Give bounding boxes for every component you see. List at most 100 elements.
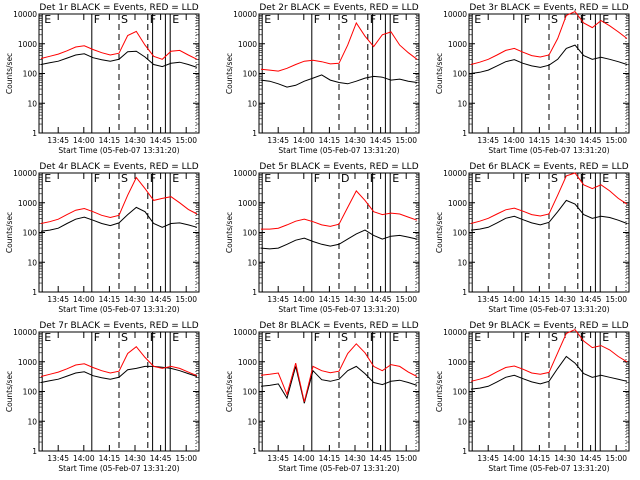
y-tick-label: 10000 [233,169,257,178]
x-tick-label: 14:15 [99,295,121,304]
y-tick-label: 10 [27,417,37,426]
marker-label: S [121,331,128,344]
x-tick-label: 14:30 [124,295,146,304]
y-tick-label: 1000 [18,40,37,49]
x-tick-label: 15:00 [605,454,627,463]
x-tick-label: 13:45 [267,295,289,304]
x-tick-label: 14:15 [529,295,551,304]
marker-label: S [551,13,558,26]
marker-label: E [392,13,399,26]
chart-panel-1: Det 1r BLACK = Events, RED = LLD 1 10 100 10… [5,3,200,155]
y-tick-label: 10 [247,258,257,267]
chart-panel-8: Det 8r BLACK = Events, RED = LLD 1 10 100 10… [225,321,420,473]
x-axis-label: Start Time (05-Feb-07 13:31:20) [488,464,609,473]
y-tick-label: 10000 [13,10,37,19]
x-tick-label: 14:30 [554,454,576,463]
y-tick-label: 100 [243,70,258,79]
chart-panel-7: Det 7r BLACK = Events, RED = LLD 1 10 100 10… [5,321,200,473]
marker-label: S [121,13,128,26]
series-line-lld [40,176,198,224]
series-line-events [260,365,418,404]
x-tick-label: 14:45 [370,454,392,463]
marker-label: S [551,331,558,344]
x-axis-label: Start Time (05-Feb-07 13:31:20) [488,305,609,314]
x-tick-label: 14:00 [293,454,315,463]
chart-title: Det 6r BLACK = Events, RED = LLD [469,162,628,172]
x-tick-label: 15:00 [605,136,627,145]
x-tick-label: 15:00 [175,295,197,304]
x-tick-label: 14:45 [150,295,172,304]
marker-label: E [392,331,399,344]
x-tick-label: 13:45 [477,454,499,463]
x-tick-label: 14:15 [319,136,341,145]
x-tick-label: 14:30 [124,454,146,463]
y-tick-label: 1000 [448,199,467,208]
x-axis-label: Start Time (05-Feb-07 13:31:20) [488,146,609,155]
marker-label: E [474,13,481,26]
marker-label: F [94,331,100,344]
marker-label: E [602,172,609,185]
y-axis-label: Counts/sec [5,371,14,412]
y-axis-label: Counts/sec [5,212,14,253]
y-axis-label: Counts/sec [5,53,14,94]
y-tick-label: 10000 [443,328,467,337]
y-tick-label: 1000 [238,358,257,367]
x-tick-label: 14:00 [293,136,315,145]
x-tick-label: 14:45 [580,454,602,463]
y-tick-label: 10000 [443,169,467,178]
y-tick-label: 100 [453,70,468,79]
y-tick-label: 1000 [448,358,467,367]
x-tick-label: 14:30 [344,136,366,145]
chart-title: Det 5r BLACK = Events, RED = LLD [259,162,418,172]
marker-label: E [264,331,271,344]
x-tick-label: 15:00 [395,136,417,145]
marker-label: F [314,172,320,185]
y-tick-label: 100 [453,388,468,397]
x-tick-label: 14:00 [73,295,95,304]
y-tick-label: 10000 [233,10,257,19]
x-tick-label: 15:00 [175,136,197,145]
marker-label: E [44,331,51,344]
y-tick-label: 10 [27,99,37,108]
marker-label: E [474,172,481,185]
x-tick-label: 14:00 [503,295,525,304]
y-axis-label: Counts/sec [435,371,444,412]
x-axis-label: Start Time (05-Feb-07 13:31:20) [58,146,179,155]
y-tick-label: 10 [247,417,257,426]
y-axis-label: Counts/sec [225,53,234,94]
x-tick-label: 14:15 [319,295,341,304]
y-tick-label: 1 [252,447,257,456]
y-axis-label: Counts/sec [225,212,234,253]
x-axis-label: Start Time (05-Feb-07 13:31:20) [278,146,399,155]
x-tick-label: 14:15 [529,454,551,463]
series-line-lld [260,343,418,402]
y-tick-label: 1 [32,447,37,456]
marker-label: F [314,331,320,344]
x-axis-label: Start Time (05-Feb-07 13:31:20) [278,464,399,473]
x-tick-label: 14:45 [370,136,392,145]
y-tick-label: 100 [23,229,38,238]
y-tick-label: 100 [243,229,258,238]
x-tick-label: 13:45 [47,295,69,304]
marker-label: F [94,13,100,26]
series-line-events [40,365,198,383]
x-tick-label: 14:45 [580,295,602,304]
series-line-lld [470,10,628,65]
x-tick-label: 13:45 [47,136,69,145]
chart-title: Det 9r BLACK = Events, RED = LLD [469,321,628,331]
x-tick-label: 14:00 [73,136,95,145]
chart-title: Det 7r BLACK = Events, RED = LLD [39,321,198,331]
series-line-lld [260,21,418,72]
marker-label: E [264,13,271,26]
y-tick-label: 1000 [448,40,467,49]
series-line-events [470,199,628,231]
x-tick-label: 14:00 [503,136,525,145]
x-tick-label: 14:45 [370,295,392,304]
y-tick-label: 100 [453,229,468,238]
x-axis-label: Start Time (05-Feb-07 13:31:20) [58,305,179,314]
x-tick-label: 14:00 [503,454,525,463]
y-tick-label: 10000 [13,169,37,178]
marker-label: E [172,331,179,344]
y-tick-label: 10 [247,99,257,108]
chart-panel-2: Det 2r BLACK = Events, RED = LLD 1 10 100 10… [225,3,420,155]
